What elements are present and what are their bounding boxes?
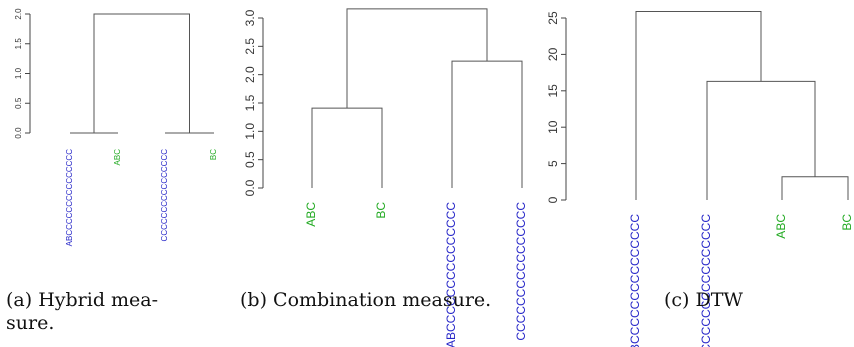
leaf-label: ABCCCCCCCCCCCCCCC <box>65 149 74 247</box>
leaf-label: BC <box>840 214 854 231</box>
leaf-label: CCCCCCCCCCCCCCCC <box>514 202 528 341</box>
leaf-label: BC <box>374 202 388 219</box>
dendrogram-branch <box>311 107 383 188</box>
y-tick-label: 1.5 <box>14 38 23 50</box>
dendrogram-branch <box>706 80 816 200</box>
y-tick-label: 2.0 <box>14 8 23 20</box>
leaf-label: BC <box>209 149 218 160</box>
panel-caption: (b) Combination measure. <box>240 289 491 311</box>
y-tick-label: 15 <box>546 84 560 98</box>
y-tick-label: 5 <box>546 160 560 167</box>
dendrogram-branch <box>346 8 488 109</box>
panel-hybrid-measure: 0.0 0.5 1.0 1.5 2.0 ABCCCCCCCCCCCCCCC ABC CCCCC… <box>6 8 218 334</box>
y-tick-label: 1.0 <box>243 123 257 140</box>
dendrogram-branch <box>451 60 523 188</box>
dendrogram-branch <box>781 176 849 200</box>
y-tick-label: 1.5 <box>243 94 257 111</box>
panel-dtw: 0 5 10 15 20 25 ABCCCCCCCCCCCCCCC CCCCCCCCCCCCC… <box>546 10 854 347</box>
leaf-label: ABC <box>304 202 318 227</box>
panel-caption: sure. <box>6 312 54 334</box>
leaf-label: CCCCCCCCCCCCCCCC <box>699 214 713 347</box>
y-tick-label: 0.5 <box>243 151 257 168</box>
y-tick-label: 3.0 <box>243 9 257 26</box>
leaf-label: ABCCCCCCCCCCCCCCC <box>628 214 642 347</box>
y-tick-label: 0.0 <box>14 127 23 139</box>
dendrogram-branch <box>635 10 762 200</box>
y-tick-label: 2.0 <box>243 66 257 83</box>
y-tick-label: 0 <box>546 196 560 203</box>
y-tick-label: 20 <box>546 47 560 61</box>
y-tick-label: 0.0 <box>243 179 257 196</box>
y-tick-label: 2.5 <box>243 38 257 55</box>
leaf-label: ABCCCCCCCCCCCCCCC <box>444 202 458 347</box>
panel-caption: (c) DTW <box>664 289 743 311</box>
y-tick-label: 10 <box>546 120 560 134</box>
y-tick-label: 0.5 <box>14 97 23 109</box>
panel-combination-measure: 0.0 0.5 1.0 1.5 2.0 2.5 3.0 ABC BC ABCCCCCCCCCCCC… <box>240 8 528 347</box>
leaf-label: ABC <box>113 149 122 166</box>
leaf-label: CCCCCCCCCCCCCCCC <box>160 149 169 242</box>
y-tick-label: 25 <box>546 11 560 25</box>
panel-caption: (a) Hybrid mea- <box>6 289 158 311</box>
y-tick-label: 1.0 <box>14 67 23 79</box>
leaf-label: ABC <box>774 214 788 239</box>
dendrogram-branch <box>93 13 190 133</box>
